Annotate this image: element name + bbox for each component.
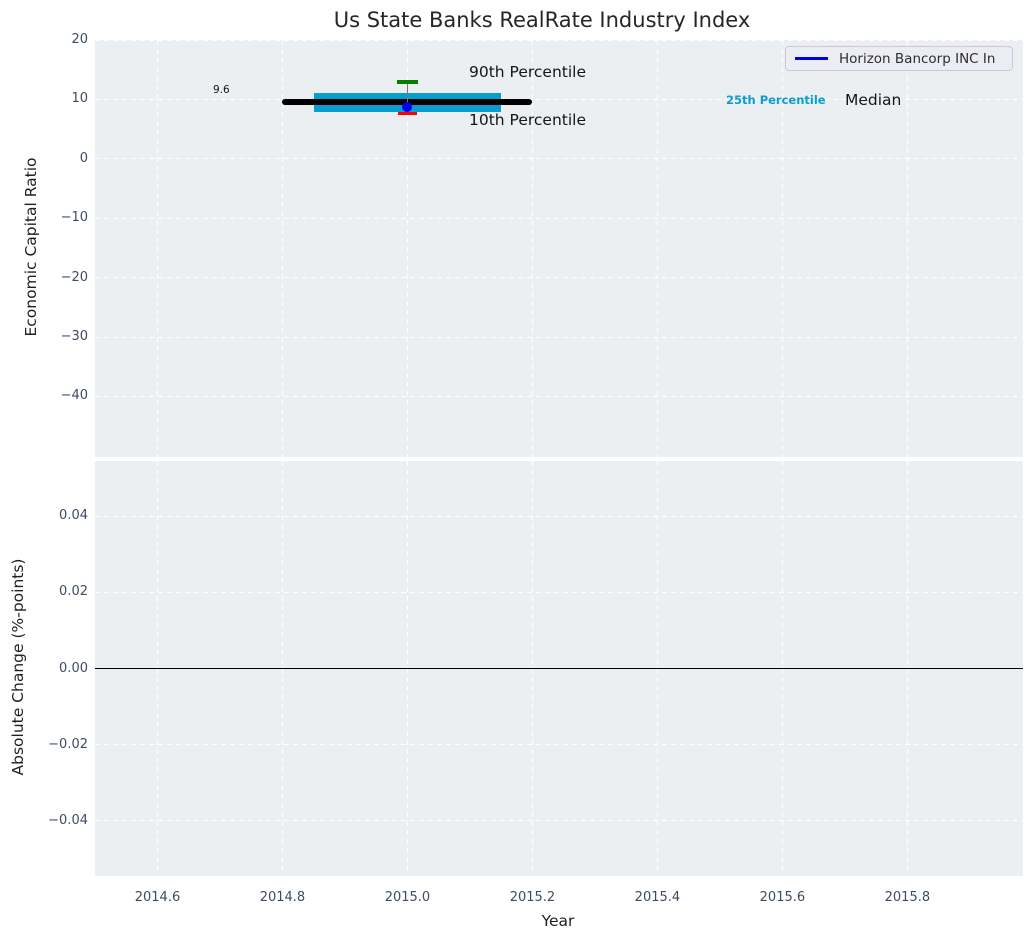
y-tick-label: 0.00 <box>59 660 88 676</box>
legend-line-sample <box>795 57 828 60</box>
y-gridline <box>95 395 1023 397</box>
y-tick-label: 0.04 <box>59 508 88 524</box>
y-gridline <box>95 820 1023 822</box>
y-gridline <box>95 158 1023 160</box>
y-gridline <box>95 336 1023 338</box>
company-point <box>402 101 413 112</box>
absolute-change-axes <box>95 461 1023 876</box>
y-tick-label: 0.02 <box>59 584 88 600</box>
y-tick-label: −30 <box>60 329 88 344</box>
p90-cap <box>396 80 419 84</box>
x-tick-label: 2015.0 <box>384 890 431 905</box>
y-gridline <box>95 40 1023 41</box>
p90-percentile-annotation: 90th Percentile <box>469 63 587 81</box>
y-tick-label: −10 <box>60 210 88 226</box>
x-gridline <box>531 40 533 457</box>
y-tick-label: 20 <box>71 32 88 47</box>
y-tick-label: −0.04 <box>48 812 88 828</box>
y-gridline <box>95 277 1023 279</box>
x-tick-label: 2015.6 <box>759 890 806 905</box>
x-axis-label-year: Year <box>541 912 575 930</box>
x-tick-label: 2014.6 <box>134 890 181 905</box>
y-gridline <box>95 591 1023 593</box>
legend-label: Horizon Bancorp INC In <box>839 50 996 67</box>
y-gridline <box>95 98 1023 100</box>
zero-line <box>95 667 1023 670</box>
y-tick-label: 10 <box>71 91 88 107</box>
x-gridline <box>781 40 783 457</box>
percentile-whisker <box>406 82 408 114</box>
x-tick-label: 2015.4 <box>634 890 681 905</box>
x-gridline <box>656 40 658 457</box>
x-gridline <box>281 40 283 457</box>
p10-cap <box>398 111 417 116</box>
chart-title: Us State Banks RealRate Industry Index <box>333 8 751 32</box>
y-tick-label: −40 <box>60 388 88 404</box>
x-tick-label: 2015.8 <box>884 890 931 905</box>
x-gridline <box>906 40 908 457</box>
y-gridline <box>95 744 1023 746</box>
legend: Horizon Bancorp INC In <box>785 46 1013 71</box>
p10-percentile-annotation: 10th Percentile <box>469 111 587 129</box>
y-tick-label: 0 <box>79 150 88 166</box>
economic-capital-ratio-axes <box>95 40 1023 457</box>
median-annotation: Median <box>845 91 902 109</box>
y-gridline <box>95 515 1023 517</box>
y-gridline <box>95 217 1023 219</box>
y-axis-label-economic-capital-ratio: Economic Capital Ratio <box>22 157 40 337</box>
x-tick-label: 2015.2 <box>509 890 556 905</box>
x-gridline <box>406 40 408 457</box>
p25-percentile-annotation: 25th Percentile <box>726 93 826 107</box>
x-gridline <box>156 40 158 457</box>
y-tick-label: −0.02 <box>48 736 88 752</box>
y-tick-label: −20 <box>60 269 88 285</box>
median-value-annotation: 9.6 <box>213 84 230 96</box>
x-tick-label: 2014.8 <box>259 890 306 905</box>
